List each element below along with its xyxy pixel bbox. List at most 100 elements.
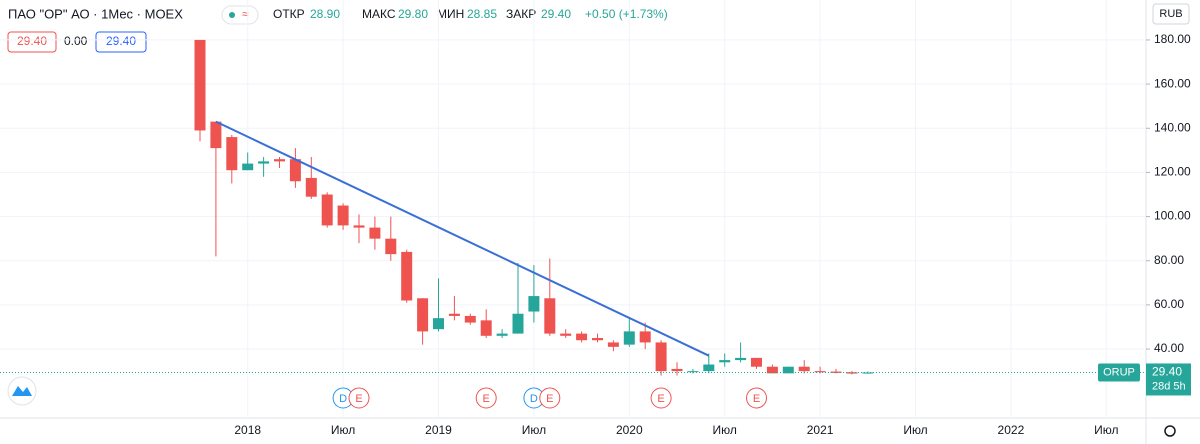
x-tick-label: Июл	[1094, 423, 1118, 437]
event-marker[interactable]	[746, 387, 767, 409]
candle-body	[814, 371, 826, 373]
high-value: 29.80	[398, 7, 428, 21]
candle-body	[544, 298, 556, 334]
close-label: ЗАКР	[506, 7, 536, 21]
candle-body	[735, 357, 747, 361]
candle-body	[274, 159, 285, 162]
candle-body	[639, 331, 651, 343]
input-value: 29.40	[17, 34, 47, 48]
candle-body	[464, 315, 476, 323]
candle-body	[289, 159, 301, 182]
candle-body	[258, 161, 270, 164]
event-marker[interactable]	[348, 387, 370, 409]
candle-body	[353, 225, 365, 228]
candle-body	[210, 121, 222, 149]
x-tick-label: Июл	[331, 423, 355, 437]
candle-body	[798, 366, 810, 372]
y-tick-label: 120.00	[1154, 165, 1191, 179]
status-pill[interactable]	[221, 5, 259, 25]
input-value: 29.40	[106, 34, 136, 48]
candle-body	[671, 368, 683, 372]
price-label: 29.40	[1152, 365, 1182, 379]
y-tick-label: 180.00	[1154, 32, 1191, 46]
event-label: E	[546, 393, 553, 405]
x-tick-label: 2022	[998, 423, 1025, 437]
currency-button[interactable]	[1152, 3, 1190, 25]
low-label: МИН	[437, 7, 464, 21]
event-label: E	[355, 393, 362, 405]
candle-body	[766, 366, 778, 374]
y-tick-label: 140.00	[1154, 120, 1191, 134]
change-value: +0.50 (+1.73%)	[585, 7, 668, 21]
y-tick-label: 100.00	[1154, 209, 1191, 223]
event-marker[interactable]	[539, 387, 561, 409]
event-label: E	[753, 393, 760, 405]
candle-body	[194, 39, 206, 131]
candle-body	[846, 372, 858, 374]
settings-icon[interactable]	[1164, 425, 1176, 437]
candle-body	[751, 357, 762, 367]
event-marker[interactable]	[475, 387, 497, 409]
status-dot	[229, 12, 235, 18]
candle-body	[448, 313, 460, 316]
ticker-label: ORUP	[1103, 366, 1135, 378]
event-label: D	[530, 393, 538, 405]
candle-body	[687, 371, 699, 373]
candle-body	[433, 318, 444, 330]
open-label: ОТКР	[273, 7, 305, 21]
candle-body	[305, 177, 317, 197]
candle-body	[719, 360, 731, 363]
currency-label: RUB	[1159, 8, 1182, 20]
event-label: E	[483, 393, 490, 405]
x-tick-label: Июл	[903, 423, 927, 437]
trendline	[215, 120, 710, 357]
candle-body	[369, 227, 381, 239]
input-box[interactable]	[95, 31, 147, 53]
countdown-label: 28d 5h	[1152, 380, 1186, 392]
candle-body	[226, 137, 238, 171]
candle-body	[417, 298, 429, 332]
y-tick-label: 160.00	[1154, 76, 1191, 90]
plot: 40.00 60.00 80.00 100.00 120.00 140.00 160.00 1…	[0, 0, 1191, 437]
y-tick-label: 80.00	[1154, 253, 1184, 267]
event-label: E	[657, 393, 664, 405]
x-tick-label: Июл	[522, 423, 546, 437]
y-tick-label: 40.00	[1154, 341, 1184, 355]
candle-body	[862, 372, 874, 374]
candle-body	[782, 366, 794, 374]
delayed-icon: ≈	[242, 7, 249, 21]
input-value: 0.00	[64, 34, 88, 48]
x-tick-label: 2018	[234, 423, 261, 437]
candle-body	[337, 205, 349, 226]
low-value: 28.85	[467, 7, 497, 21]
close-value: 29.40	[541, 7, 571, 21]
y-tick-label: 60.00	[1154, 297, 1184, 311]
candle-body	[623, 331, 635, 345]
candle-body	[703, 364, 715, 372]
event-label: D	[339, 393, 347, 405]
candle-body	[385, 238, 397, 255]
high-label: МАКС	[362, 7, 396, 21]
candle-body	[830, 371, 842, 373]
candle-body	[401, 251, 413, 301]
candle-body	[576, 333, 588, 341]
candle-body	[512, 313, 524, 334]
candle-body	[528, 296, 540, 312]
input-box[interactable]	[7, 31, 57, 53]
price-tag	[1146, 363, 1191, 396]
candle-body	[242, 163, 254, 171]
event-marker[interactable]	[650, 387, 672, 409]
candle-body	[560, 333, 572, 336]
x-tick-label: 2020	[616, 423, 643, 437]
logo-icon	[12, 386, 32, 396]
candle-body	[607, 342, 619, 347]
candle-body	[592, 338, 603, 341]
candle-body	[496, 333, 508, 336]
candle-body	[655, 342, 667, 372]
symbol-title: ПАО "OP" АО · 1Мес · MOEX	[8, 6, 183, 21]
candle-body	[321, 194, 333, 226]
x-tick-label: 2019	[425, 423, 452, 437]
ticker-tag	[1098, 363, 1140, 382]
